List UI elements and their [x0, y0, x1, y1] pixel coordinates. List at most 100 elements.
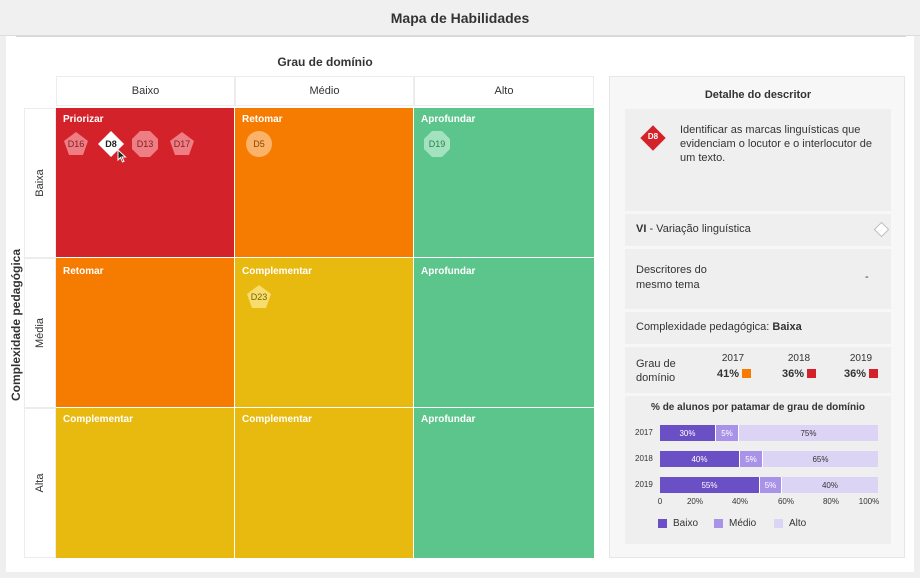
row-header-label: Alta — [34, 473, 46, 493]
axis-tick: 20% — [686, 497, 703, 506]
column-header-alto: Alto — [414, 76, 594, 106]
descriptor-detail-panel: Detalhe do descritor D8 Identificar as m… — [609, 76, 905, 558]
axis-tick: 40% — [731, 497, 748, 506]
legend-swatch-icon — [658, 519, 667, 528]
title-divider — [16, 36, 906, 37]
status-square-icon — [869, 369, 879, 378]
pentagon-icon — [247, 285, 271, 308]
stacked-bar: 55% 5% 40% — [660, 477, 878, 493]
year-2019-label: 2019 — [849, 353, 873, 364]
axis-tick: 60% — [777, 497, 794, 506]
cell-label: Complementar — [242, 266, 313, 277]
theme-row: VI - Variação linguística — [625, 214, 891, 246]
descriptor-label: D8 — [105, 139, 117, 149]
legend-item-alto: Alto — [774, 518, 806, 529]
axis-tick: 80% — [822, 497, 839, 506]
bar-year-label: 2019 — [635, 480, 653, 489]
mastery-2019: 36% — [844, 368, 879, 380]
descriptor-badge-selected: D8 — [640, 125, 666, 151]
status-square-icon — [807, 369, 817, 378]
matrix-cell-aprofundar[interactable]: Aprofundar — [414, 408, 594, 558]
cell-label: Aprofundar — [421, 114, 476, 125]
stacked-bar: 30% 5% 75% — [660, 425, 878, 441]
x-axis-title: Grau de domínio — [277, 55, 373, 69]
cell-label: Complementar — [242, 414, 313, 425]
complexity-label: Complexidade pedagógica: — [636, 321, 773, 333]
bar-segment-baixo: 55% — [660, 477, 760, 493]
descriptor-badge-d23[interactable]: D23 — [245, 283, 273, 311]
pentagon-icon — [64, 132, 88, 155]
matrix-cell-priorizar[interactable]: Priorizar D16 D8 D13 D17 — [56, 108, 234, 257]
related-value: - — [865, 271, 869, 283]
descriptor-label: D23 — [250, 292, 268, 302]
stacked-bar: 40% 5% 65% — [660, 451, 878, 467]
matrix-cell-aprofundar[interactable]: Aprofundar — [414, 258, 594, 407]
matrix-cell-retomar[interactable]: Retomar D5 — [235, 108, 413, 257]
bar-segment-medio: 5% — [760, 477, 782, 493]
cell-label: Complementar — [63, 414, 134, 425]
bar-segment-alto: 65% — [763, 451, 878, 467]
circle-icon — [246, 131, 272, 157]
mastery-by-year-row: Grau de domínio 2017 2018 2019 41% 36% 3… — [625, 347, 891, 393]
descriptor-label: D19 — [428, 139, 446, 149]
bar-segment-medio: 5% — [716, 425, 739, 441]
theme-code: VI — [636, 223, 647, 235]
descriptor-badge-d5[interactable]: D5 — [245, 130, 273, 158]
cell-label: Retomar — [242, 114, 283, 125]
complexity-value: Baixa — [772, 321, 802, 333]
bar-segment-baixo: 30% — [660, 425, 716, 441]
detail-title: Detalhe do descritor — [704, 89, 812, 101]
legend-label: Alto — [789, 518, 807, 529]
bar-year-label: 2018 — [635, 454, 653, 463]
left-gutter — [0, 0, 6, 578]
bar-year-label: 2017 — [635, 428, 653, 437]
complexity-row: Complexidade pedagógica: Baixa — [625, 312, 891, 344]
descriptor-badge-d16[interactable]: D16 — [62, 130, 90, 158]
distribution-row-2019: 2019 55% 5% 40% — [625, 477, 891, 493]
cell-label: Aprofundar — [421, 414, 476, 425]
theme-name: - Variação linguística — [646, 223, 751, 235]
row-header-label: Baixa — [34, 169, 46, 197]
legend-label: Médio — [729, 518, 757, 529]
axis-tick: 100% — [858, 497, 880, 506]
descriptor-badge-d19[interactable]: D19 — [423, 130, 451, 158]
mastery-value: 36% — [782, 368, 805, 380]
matrix-cell-complementar[interactable]: Complementar — [235, 408, 413, 558]
legend-swatch-icon — [714, 519, 723, 528]
descriptor-badge-d13[interactable]: D13 — [131, 130, 159, 158]
matrix-cell-complementar[interactable]: Complementar — [56, 408, 234, 558]
mastery-value: 36% — [844, 368, 867, 380]
row-header-baixa: Baixa — [24, 108, 56, 258]
row-header-alta: Alta — [24, 408, 56, 558]
matrix-cell-aprofundar[interactable]: Aprofundar D19 — [414, 108, 594, 257]
row-header-media: Média — [24, 258, 56, 408]
year-2017-label: 2017 — [721, 353, 745, 364]
mouse-cursor-icon — [117, 149, 127, 163]
distribution-card: % de alunos por patamar de grau de domín… — [625, 396, 891, 544]
octagon-icon — [132, 131, 158, 157]
related-label: Descritores do mesmo tema — [636, 264, 707, 291]
mastery-2018: 36% — [782, 368, 817, 380]
bar-segment-alto: 75% — [739, 425, 878, 441]
pentagon-icon — [170, 132, 194, 155]
complexity-text: Complexidade pedagógica: Baixa — [636, 321, 802, 333]
distribution-row-2017: 2017 30% 5% 75% — [625, 425, 891, 441]
mastery-label: Grau de domínio — [636, 358, 676, 384]
distribution-row-2018: 2018 40% 5% 65% — [625, 451, 891, 467]
cell-label: Priorizar — [63, 114, 104, 125]
axis-tick: 0 — [657, 497, 663, 506]
distribution-title: % de alunos por patamar de grau de domín… — [651, 402, 865, 413]
matrix-cell-retomar[interactable]: Retomar — [56, 258, 234, 407]
descriptor-label: D5 — [253, 139, 265, 149]
page-title: Mapa de Habilidades — [390, 10, 530, 26]
matrix-cell-complementar[interactable]: Complementar D23 — [235, 258, 413, 407]
legend-swatch-icon — [774, 519, 783, 528]
diamond-outline-icon[interactable] — [873, 221, 890, 238]
descriptor-label: D13 — [136, 139, 154, 149]
bar-segment-baixo: 40% — [660, 451, 740, 467]
descriptor-description-card: D8 Identificar as marcas linguísticas qu… — [625, 109, 891, 211]
status-square-icon — [742, 369, 752, 378]
legend-item-baixo: Baixo — [658, 518, 698, 529]
descriptor-badge-d17[interactable]: D17 — [168, 130, 196, 158]
row-header-label: Média — [34, 318, 46, 348]
